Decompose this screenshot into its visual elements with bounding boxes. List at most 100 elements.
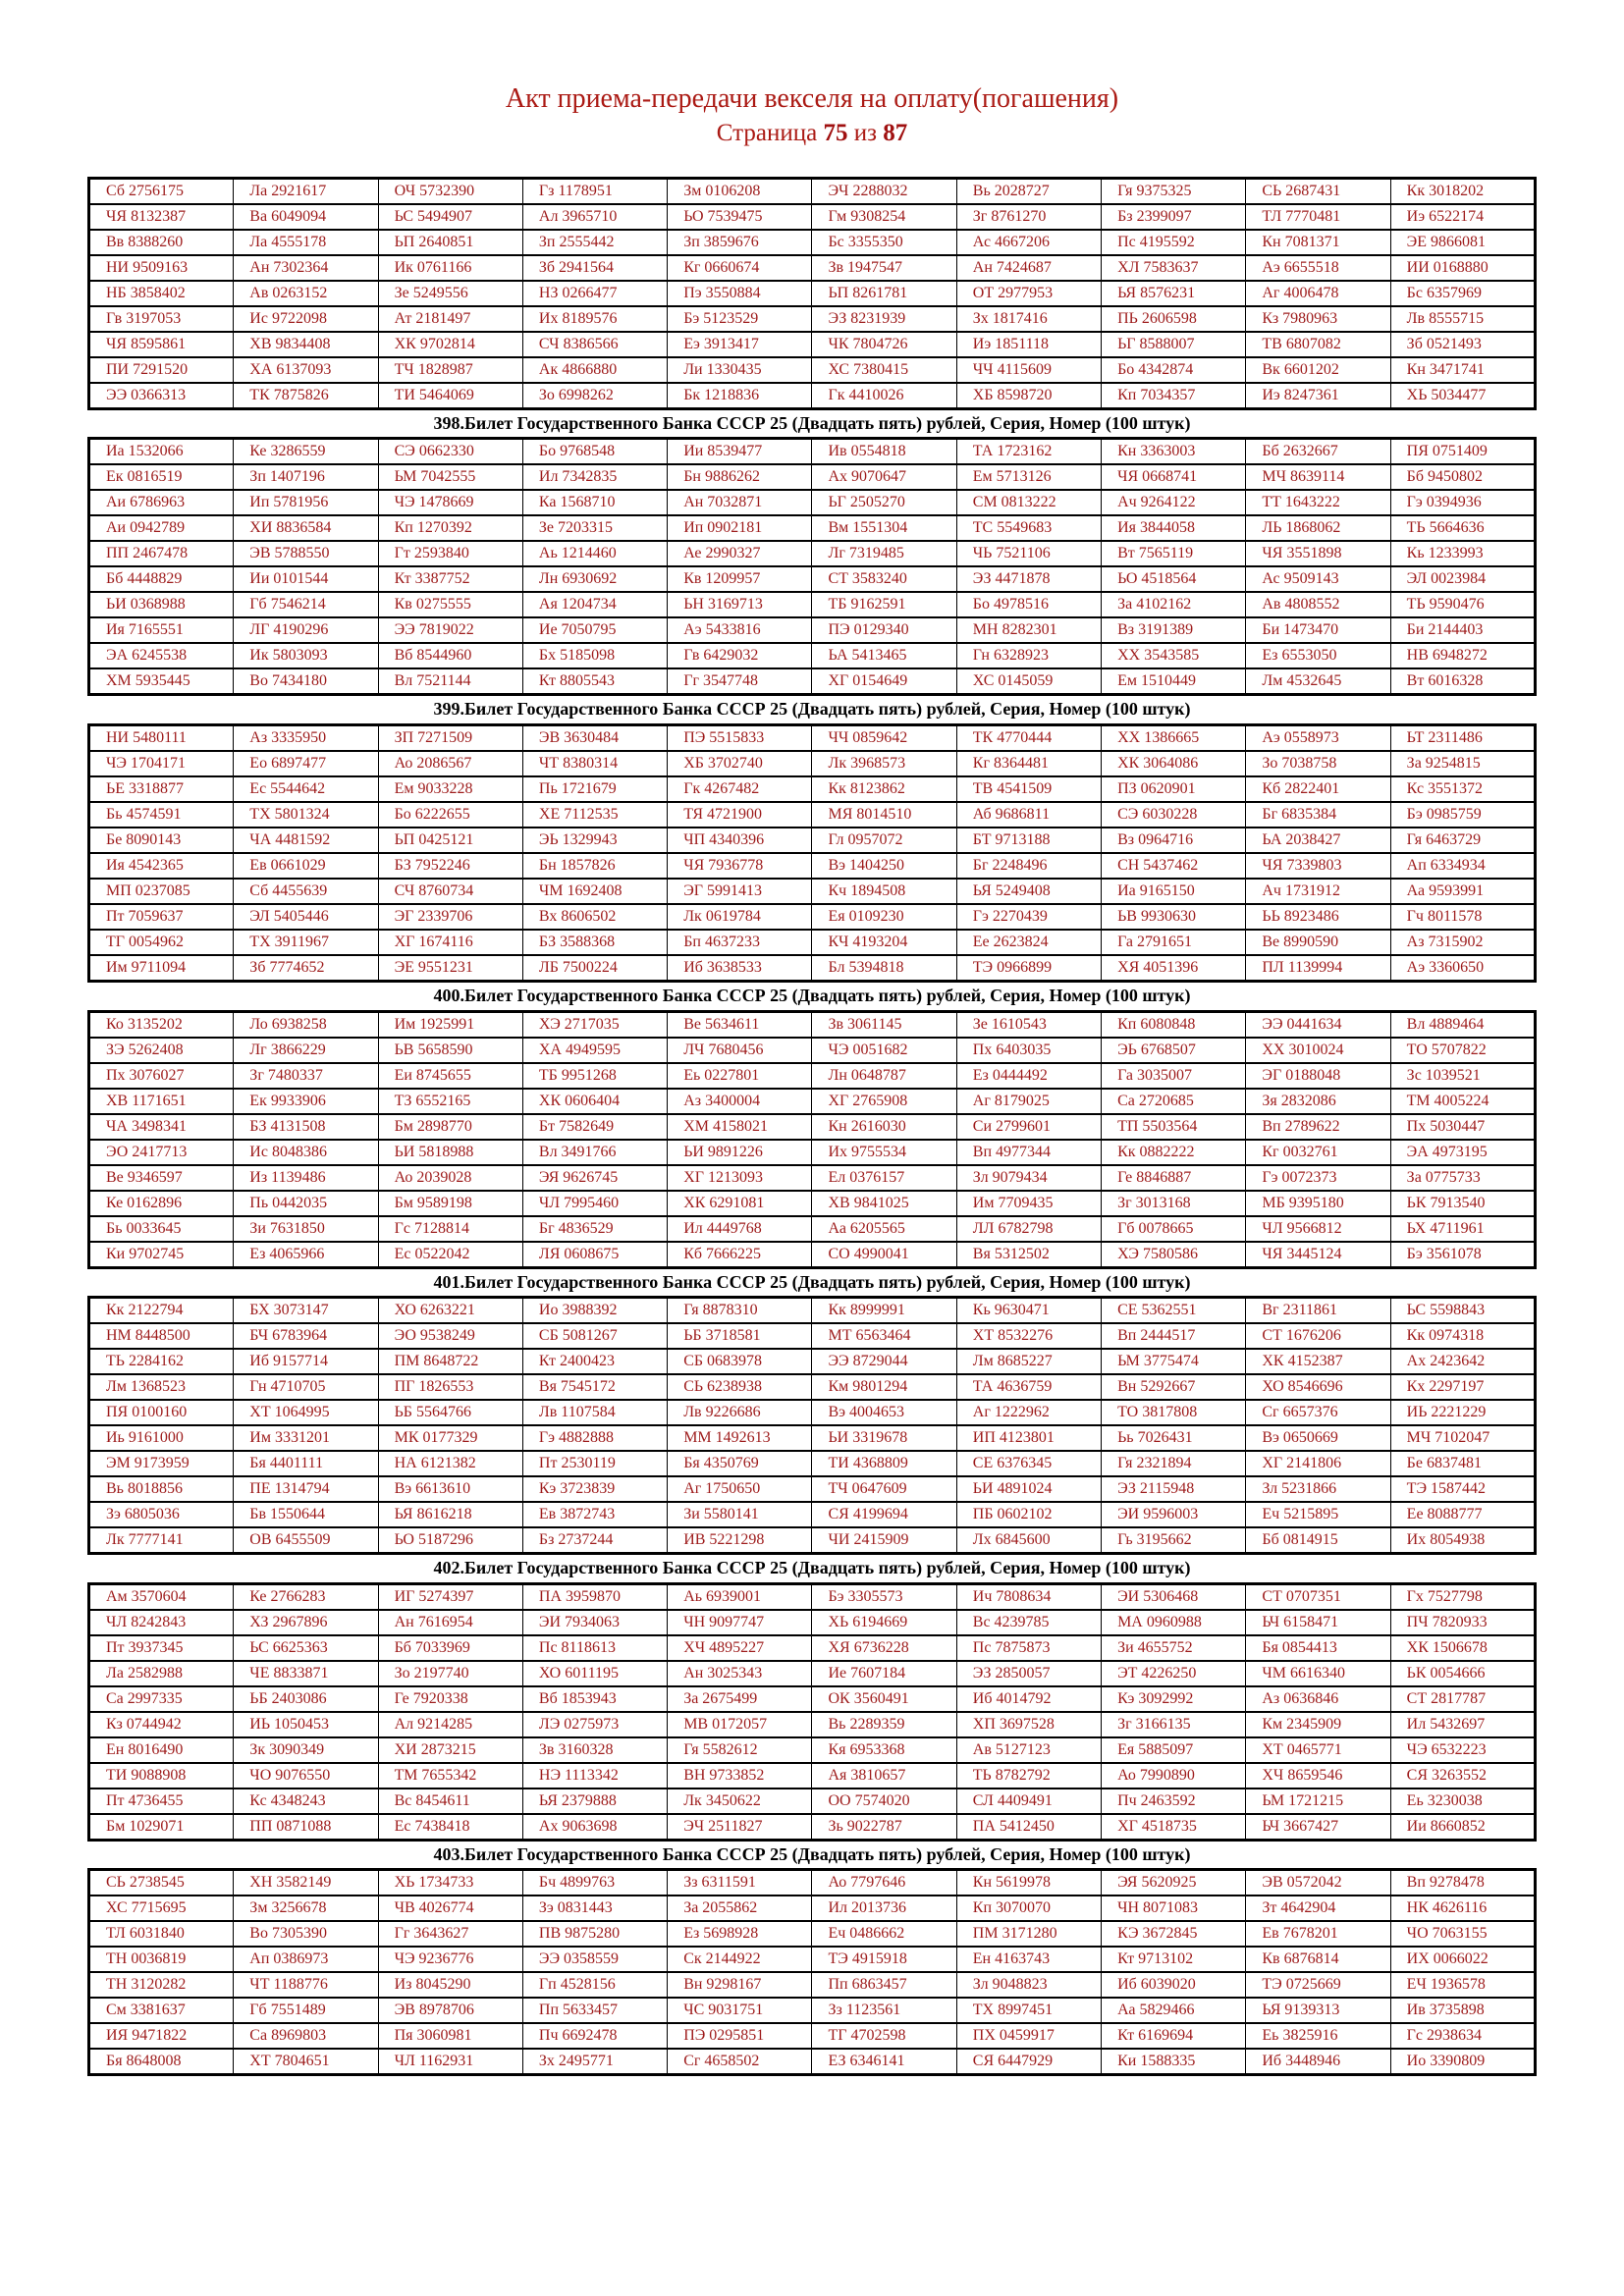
serial-cell: Ив 3735898 <box>1389 1997 1538 2025</box>
serial-cell: ПП 0871088 <box>233 1812 379 1842</box>
serial-cell: ЭЯ 9626745 <box>521 1163 669 1192</box>
serial-cell: Бя 0854413 <box>1245 1633 1391 1662</box>
serial-cell: Ки 1588335 <box>1101 2048 1247 2076</box>
serial-table: Кк 2122794 БХ 3073147 ХО 6263221 Ио 3988392… <box>86 1296 1538 1556</box>
serial-cell: Кк 8999991 <box>811 1296 957 1325</box>
serial-cell: Кв 0275555 <box>377 591 523 619</box>
serial-cell: ТЛ 6031840 <box>86 1920 235 1949</box>
serial-cell: Лк 3968573 <box>811 749 957 777</box>
serial-cell: За 9254815 <box>1389 749 1538 777</box>
serial-cell: Зо 6998262 <box>521 381 669 410</box>
serial-cell: НЗ 0266477 <box>521 279 669 307</box>
serial-cell: ХВ 1171651 <box>86 1087 235 1115</box>
serial-cell: Ве 5634611 <box>667 1010 813 1039</box>
table-row: Пх 3076027 Зг 7480337 Еи 8745655 ТБ 9951268… <box>86 1061 1538 1090</box>
table-row: НБ 3858402 Ав 0263152 Зе 5249556 НЗ 0266477… <box>86 279 1538 307</box>
serial-cell: Ео 6897477 <box>233 749 379 777</box>
serial-cell: Вт 6016328 <box>1389 667 1538 696</box>
serial-cell: ЬЯ 8616218 <box>377 1501 523 1529</box>
serial-cell: МЯ 8014510 <box>811 800 957 828</box>
serial-cell: Аз 7315902 <box>1389 928 1538 956</box>
serial-cell: Бс 6357969 <box>1389 279 1538 307</box>
serial-cell: ХЭ 2717035 <box>521 1010 669 1039</box>
serial-cell: ТБ 9951268 <box>521 1061 669 1090</box>
serial-cell: Кб 2822401 <box>1245 774 1391 803</box>
serial-cell: Кк 3018202 <box>1389 177 1538 205</box>
serial-cell: ЧН 8071083 <box>1101 1895 1247 1923</box>
serial-cell: Ап 6334934 <box>1389 851 1538 880</box>
serial-cell: Вс 4239785 <box>955 1608 1103 1636</box>
serial-cell: ЧН 9097747 <box>667 1608 813 1636</box>
serial-cell: Зи 7631850 <box>233 1214 379 1243</box>
serial-cell: ПЭ 5515833 <box>667 723 813 752</box>
serial-cell: Гк 4410026 <box>811 381 957 410</box>
serial-cell: Ао 7797646 <box>811 1868 957 1897</box>
serial-cell: ХХ 1386665 <box>1101 723 1247 752</box>
serial-cell: ОВ 6455509 <box>233 1526 379 1555</box>
serial-cell: СЬ 2687431 <box>1245 177 1391 205</box>
serial-cell: ТХ 8997451 <box>955 1997 1103 2025</box>
serial-cell: ЧЭ 6532223 <box>1389 1735 1538 1764</box>
serial-cell: Ее 2623824 <box>955 928 1103 956</box>
table-row: Пт 3937345 ЬС 6625363 Бб 7033969 Пс 8118613… <box>86 1633 1538 1662</box>
serial-cell: ТЭ 0725669 <box>1245 1971 1391 2000</box>
table-row: НМ 8448500 БЧ 6783964 ЭО 9538249 СБ 5081267… <box>86 1322 1538 1351</box>
serial-cell: Зэ 6805036 <box>86 1501 235 1529</box>
table-row: НИ 5480111 Аз 3335950 ЗП 7271509 ЭВ 3630484… <box>86 723 1538 752</box>
serial-cell: ПЭ 0129340 <box>811 616 957 645</box>
serial-cell: ЬЕ 3318877 <box>86 774 235 803</box>
table-row: НИ 9509163 Ан 7302364 Ик 0761166 Зб 2941564… <box>86 253 1538 282</box>
serial-cell: Сг 6657376 <box>1245 1399 1391 1427</box>
serial-cell: Зх 2495771 <box>521 2048 669 2076</box>
serial-cell: БЧ 6783964 <box>233 1322 379 1351</box>
serial-cell: ЭТ 4226250 <box>1101 1659 1247 1687</box>
serial-cell: ЬИ 5818988 <box>377 1138 523 1166</box>
serial-cell: Пт 2530119 <box>521 1450 669 1478</box>
serial-cell: Пп 5633457 <box>521 1997 669 2025</box>
serial-cell: Ез 4065966 <box>233 1240 379 1269</box>
serial-cell: ЬИ 0368988 <box>86 591 235 619</box>
serial-cell: БХ 3073147 <box>233 1296 379 1325</box>
serial-cell: Гт 2593840 <box>377 540 523 568</box>
serial-cell: Вя 7545172 <box>521 1373 669 1402</box>
serial-cell: Вб 1853943 <box>521 1684 669 1713</box>
serial-cell: Ея 5885097 <box>1101 1735 1247 1764</box>
serial-cell: ТЧ 0647609 <box>811 1475 957 1504</box>
serial-cell: ЬО 4518564 <box>1101 565 1247 594</box>
serial-cell: Иэ 8247361 <box>1245 381 1391 410</box>
serial-cell: ЭЭ 7819022 <box>377 616 523 645</box>
serial-cell: Аэ 5433816 <box>667 616 813 645</box>
serial-cell: НИ 9509163 <box>86 253 235 282</box>
serial-cell: Кв 6876814 <box>1245 1946 1391 1974</box>
serial-cell: Аа 6205565 <box>811 1214 957 1243</box>
serial-cell: ПЛ 1139994 <box>1245 954 1391 983</box>
serial-cell: Иб 3638533 <box>667 954 813 983</box>
serial-cell: Ла 2582988 <box>86 1659 235 1687</box>
serial-cell: БЗ 7952246 <box>377 851 523 880</box>
serial-cell: Им 1925991 <box>377 1010 523 1039</box>
serial-cell: Им 7709435 <box>955 1189 1103 1217</box>
serial-cell: ХЯ 4051396 <box>1101 954 1247 983</box>
serial-cell: Вг 2311861 <box>1245 1296 1391 1325</box>
serial-cell: ЭЕ 9866081 <box>1389 228 1538 256</box>
serial-cell: Вн 9298167 <box>667 1971 813 2000</box>
serial-cell: Ах 2423642 <box>1389 1348 1538 1376</box>
serial-cell: Зв 3061145 <box>811 1010 957 1039</box>
serial-cell: Гн 4710705 <box>233 1373 379 1402</box>
serial-cell: Гя 2321894 <box>1101 1450 1247 1478</box>
table-row: Ам 3570604 Ке 2766283 ИГ 5274397 ПА 3959870… <box>86 1582 1538 1611</box>
serial-cell: ПГ 1826553 <box>377 1373 523 1402</box>
serial-cell: ХТ 7804651 <box>233 2048 379 2076</box>
serial-cell: Кг 0660674 <box>667 253 813 282</box>
serial-cell: ЬЯ 5249408 <box>955 877 1103 905</box>
serial-table: Ам 3570604 Ке 2766283 ИГ 5274397 ПА 3959870… <box>86 1581 1538 1842</box>
serial-cell: ХН 3582149 <box>233 1868 379 1897</box>
serial-cell: Вл 7521144 <box>377 667 523 696</box>
serial-cell: Кт 3387752 <box>377 565 523 594</box>
serial-cell: Сб 4455639 <box>233 877 379 905</box>
serial-cell: ЧЯ 7936778 <box>667 851 813 880</box>
serial-cell: ЬН 3169713 <box>667 591 813 619</box>
serial-cell: Ез 0444492 <box>955 1061 1103 1090</box>
serial-cell: За 2055862 <box>667 1895 813 1923</box>
